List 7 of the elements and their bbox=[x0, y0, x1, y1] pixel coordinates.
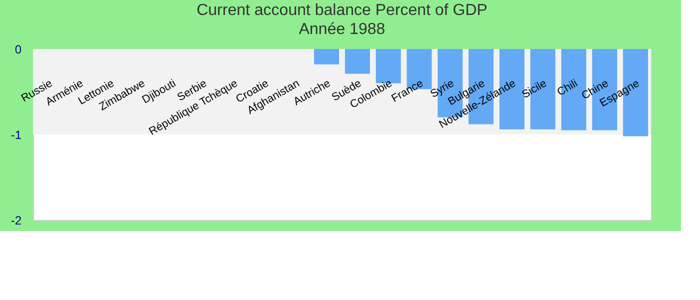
x-tick-label: Sicile bbox=[520, 78, 549, 102]
y-tick-label: -2 bbox=[10, 214, 22, 228]
chart-title: Current account balance Percent of GDP bbox=[196, 2, 488, 19]
x-tick-label: Chili bbox=[555, 78, 580, 99]
y-tick-label: -1 bbox=[10, 128, 22, 142]
chart-subtitle: Année 1988 bbox=[298, 21, 386, 38]
y-tick-label: 0 bbox=[14, 42, 22, 56]
